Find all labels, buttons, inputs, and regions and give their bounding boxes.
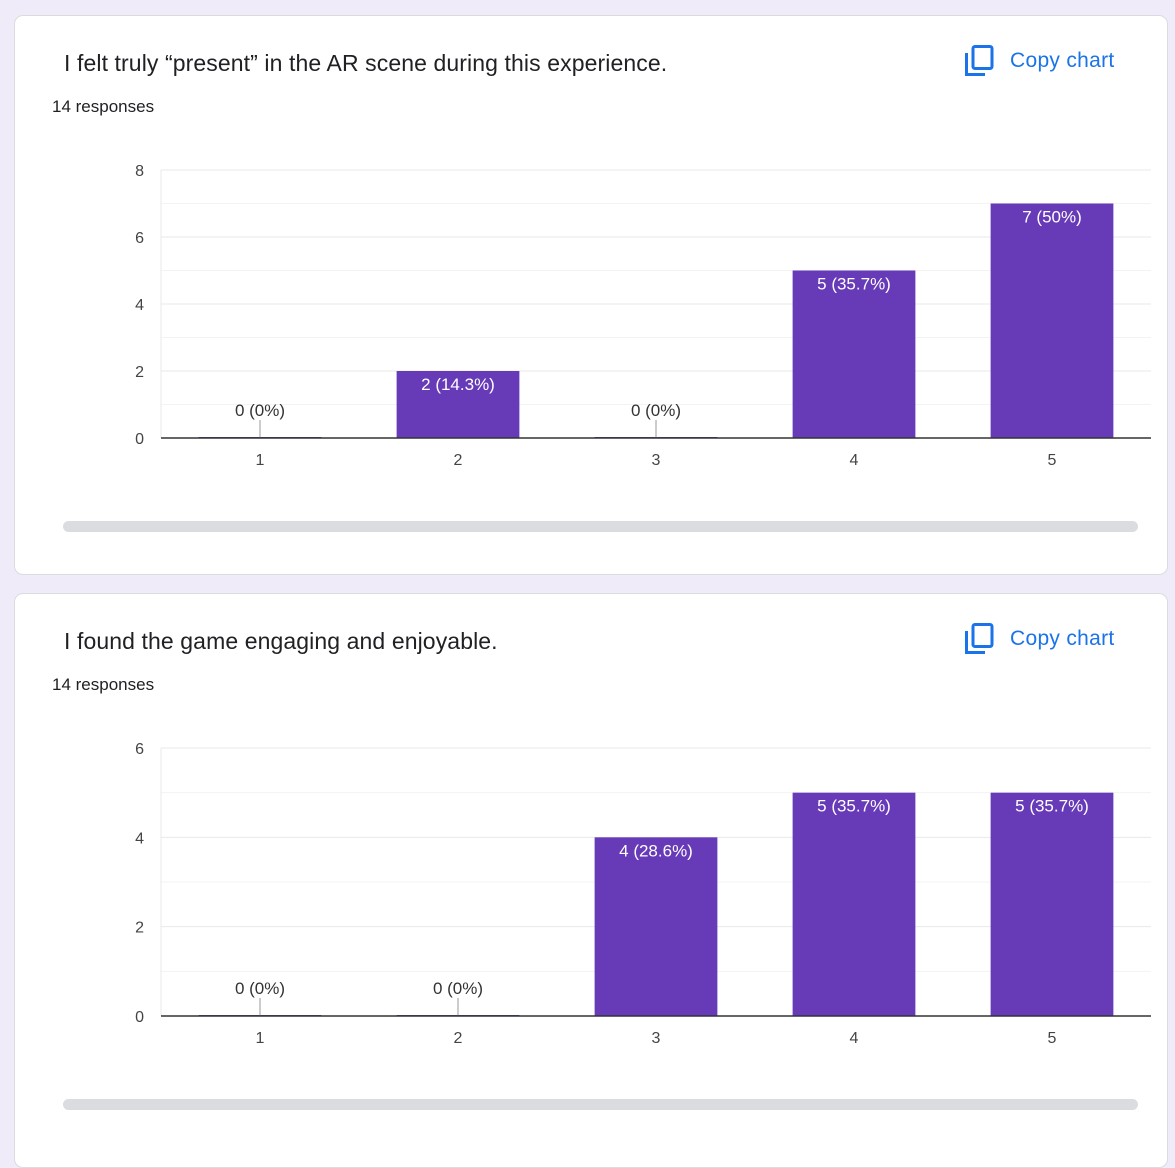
x-tick-label: 2	[454, 452, 463, 469]
bar-5	[990, 203, 1114, 438]
x-tick-label: 1	[256, 1030, 265, 1047]
bar-4	[792, 792, 916, 1016]
x-tick-label: 2	[454, 1030, 463, 1047]
x-tick-label: 3	[652, 1030, 661, 1047]
question-card-present: I felt truly “present” in the AR scene d…	[14, 15, 1168, 575]
copy-chart-label: Copy chart	[1010, 49, 1115, 72]
data-label: 7 (50%)	[1022, 208, 1082, 227]
copy-chart-label: Copy chart	[1010, 627, 1115, 650]
x-tick-label: 4	[850, 1030, 859, 1047]
y-tick-label: 0	[135, 431, 144, 448]
y-tick-label: 2	[135, 920, 144, 937]
y-tick-label: 0	[135, 1009, 144, 1026]
data-label: 0 (0%)	[235, 401, 285, 420]
question-card-engaging: I found the game engaging and enjoyable.…	[14, 593, 1168, 1168]
response-count: 14 responses	[52, 97, 155, 116]
horizontal-scrollbar[interactable]	[63, 521, 1138, 532]
x-tick-label: 3	[652, 452, 661, 469]
y-tick-label: 8	[135, 163, 144, 180]
y-tick-label: 2	[135, 364, 144, 381]
bar-4	[792, 270, 916, 438]
y-tick-label: 4	[135, 830, 144, 847]
bar-5	[990, 792, 1114, 1016]
data-label: 0 (0%)	[433, 979, 483, 998]
data-label: 5 (35.7%)	[817, 797, 891, 816]
x-tick-label: 4	[850, 452, 859, 469]
copy-icon	[965, 623, 994, 654]
data-label: 4 (28.6%)	[619, 841, 693, 860]
response-count: 14 responses	[52, 675, 155, 694]
data-label: 5 (35.7%)	[1015, 797, 1089, 816]
y-tick-label: 6	[135, 230, 144, 247]
bar-2	[396, 371, 520, 438]
copy-chart-button[interactable]: Copy chart	[963, 620, 1115, 658]
horizontal-scrollbar[interactable]	[63, 1099, 1138, 1110]
bar-chart: 0 2 4 6 8 0 (0%) 1 2 (14.3%) 2 0 (0%) 3 5 (35.7%) 4 7…	[135, 163, 1151, 469]
copy-icon	[965, 45, 994, 76]
bar-3	[594, 837, 718, 1016]
y-tick-label: 4	[135, 297, 144, 314]
question-title: I found the game engaging and enjoyable.	[64, 628, 498, 654]
data-label: 0 (0%)	[235, 979, 285, 998]
x-tick-label: 1	[256, 452, 265, 469]
bar-chart: 0 2 4 6 0 (0%) 1 0 (0%) 2 4 (28.6%) 3 5 (35.7%) 4 5 …	[135, 741, 1151, 1047]
data-label: 0 (0%)	[631, 401, 681, 420]
x-tick-label: 5	[1048, 1030, 1057, 1047]
x-tick-label: 5	[1048, 452, 1057, 469]
y-tick-label: 6	[135, 741, 144, 758]
data-label: 2 (14.3%)	[421, 375, 495, 394]
question-title: I felt truly “present” in the AR scene d…	[64, 50, 668, 76]
data-label: 5 (35.7%)	[817, 275, 891, 294]
copy-chart-button[interactable]: Copy chart	[963, 42, 1115, 80]
